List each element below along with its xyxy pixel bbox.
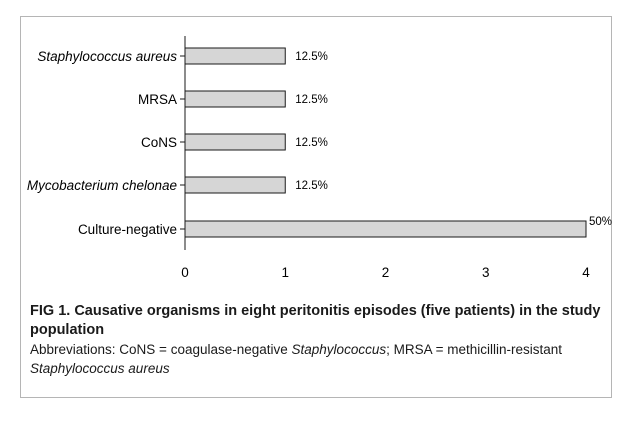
data-label: 12.5% (295, 51, 328, 63)
bar (184, 220, 587, 238)
bar (184, 133, 286, 151)
bar (184, 176, 286, 194)
caption-abbrev-part: Abbreviations: CoNS = coagulase-negative (30, 342, 292, 357)
category-label: Culture-negative (78, 222, 177, 237)
caption-abbrev-part: Staphylococcus aureus (30, 361, 170, 376)
caption-abbrev-part: ; MRSA = methicillin-resistant (386, 342, 563, 357)
x-tick-label: 1 (281, 265, 289, 280)
caption-abbrev-part: Staphylococcus (291, 342, 387, 357)
x-tick-label: 0 (181, 265, 189, 280)
data-label: 50% (589, 216, 612, 228)
caption-abbreviations: Abbreviations: CoNS = coagulase-negative… (30, 340, 610, 378)
x-tick-label: 2 (382, 265, 390, 280)
category-label: Staphylococcus aureus (37, 49, 177, 64)
x-tick-label: 4 (582, 265, 590, 280)
category-label: Mycobacterium chelonae (27, 178, 177, 193)
figure-frame (20, 16, 612, 398)
figure-caption: FIG 1. Causative organisms in eight peri… (30, 302, 610, 378)
x-tick-label: 3 (482, 265, 490, 280)
bar (184, 90, 286, 108)
data-label: 12.5% (295, 94, 328, 106)
category-label: MRSA (138, 92, 177, 107)
caption-title: FIG 1. Causative organisms in eight peri… (30, 303, 601, 338)
bar-chart: Staphylococcus aureus 12.5% MRSA 12.5% CoNS 1… (27, 36, 612, 280)
category-label: CoNS (141, 135, 177, 150)
data-label: 12.5% (295, 180, 328, 192)
data-label: 12.5% (295, 137, 328, 149)
bar (184, 47, 286, 65)
